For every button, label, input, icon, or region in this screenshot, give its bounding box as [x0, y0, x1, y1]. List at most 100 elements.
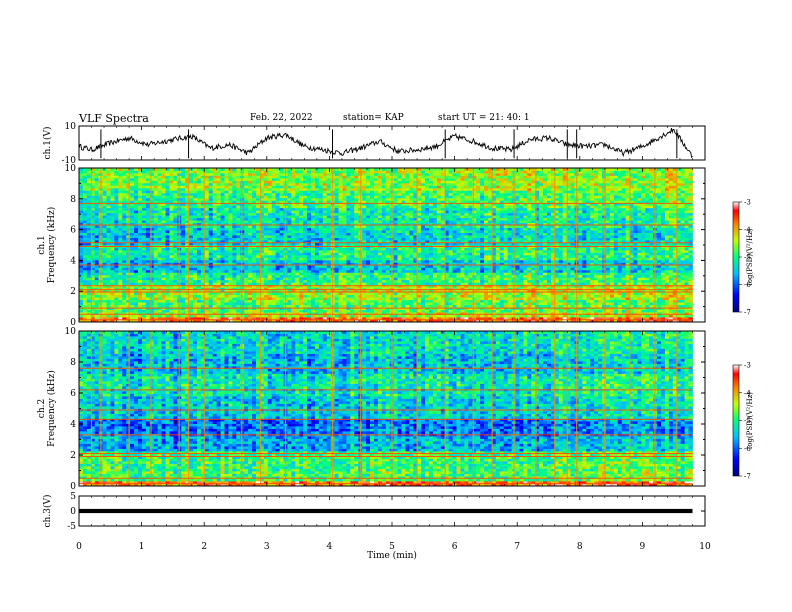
- spectrogram-cell: [232, 314, 237, 318]
- spectrogram-cell: [546, 302, 552, 306]
- spectrogram-cell: [252, 317, 257, 320]
- spectrogram-cell: [255, 282, 261, 286]
- spectrogram-cell: [519, 272, 524, 276]
- spectrogram-cell: [440, 309, 446, 313]
- spectrogram-cell: [688, 247, 693, 251]
- spectrogram-cell: [602, 259, 607, 263]
- spectrogram-cell: [204, 304, 210, 308]
- spectrogram-cell: [613, 314, 619, 318]
- spectrogram-cell: [189, 292, 194, 296]
- spectrogram-cell: [193, 302, 198, 306]
- spectrogram-cell: [570, 249, 575, 253]
- spectrogram-cell: [322, 279, 328, 283]
- spectrogram-cell: [464, 277, 469, 281]
- spectrogram-cell: [326, 282, 332, 286]
- spectrogram-cell: [590, 274, 595, 278]
- spectrogram-cell: [255, 257, 261, 261]
- spectrogram-cell: [460, 317, 465, 320]
- spectrogram-cell: [527, 252, 532, 256]
- spectrogram-cell: [232, 279, 237, 283]
- spectrogram-cell: [303, 254, 308, 258]
- spectrogram-cell: [169, 249, 174, 253]
- spectrogram-cell: [82, 269, 88, 273]
- spectrogram-cell: [661, 247, 666, 251]
- spectrogram-cell: [181, 269, 186, 273]
- spectrogram-cell: [86, 279, 92, 283]
- spectrogram-cell: [354, 309, 359, 313]
- spectrogram-cell: [82, 309, 88, 313]
- spectrogram-cell: [311, 267, 316, 271]
- spectrogram-cell: [476, 294, 481, 298]
- spectrogram-cell: [181, 247, 186, 251]
- spectrogram-cell: [338, 292, 343, 296]
- spectrogram-cell: [362, 312, 367, 315]
- spectrogram-cell: [523, 312, 528, 315]
- spectrogram-cell: [94, 292, 100, 296]
- spectrogram-cell: [338, 319, 343, 323]
- spectrogram-cell: [267, 257, 273, 261]
- spectrogram-cell: [134, 304, 139, 308]
- spectrogram-cell: [362, 247, 367, 251]
- spectrogram-cell: [299, 317, 304, 320]
- spectrogram-cell: [617, 269, 623, 273]
- spectrogram-cell: [586, 302, 591, 306]
- spectrogram-cell: [598, 292, 603, 296]
- spectrogram-cell: [680, 317, 686, 320]
- spectrogram-cell: [228, 274, 233, 278]
- spectrogram-cell: [157, 302, 162, 306]
- spectrogram-cell: [480, 254, 485, 258]
- spectrogram-cell: [149, 312, 155, 315]
- spectrogram-cell: [519, 314, 524, 318]
- spectrogram-cell: [582, 297, 587, 301]
- spectrogram-cell: [605, 282, 611, 286]
- spectrogram-cell: [287, 277, 292, 281]
- spectrogram-cell: [381, 304, 387, 308]
- spectrogram-cell: [657, 249, 662, 253]
- spectrogram-cell: [161, 317, 166, 320]
- spectrogram-cell: [590, 254, 595, 258]
- spectrogram-cell: [409, 249, 414, 253]
- spectrogram-cell: [338, 269, 343, 273]
- spectrogram-cell: [350, 257, 355, 261]
- spectrogram-cell: [145, 252, 151, 256]
- spectrogram-cell: [189, 277, 194, 281]
- spectrogram-cell: [228, 299, 233, 303]
- spectrogram-cell: [373, 272, 379, 276]
- spectrogram-cell: [590, 282, 595, 286]
- spectrogram-cell: [153, 257, 159, 261]
- spectrogram-cell: [602, 279, 607, 283]
- spectrogram-cell: [134, 252, 139, 256]
- spectrogram-cell: [436, 319, 442, 323]
- spectrogram-cell: [570, 302, 575, 306]
- spectrogram-cell: [94, 309, 100, 313]
- spectrogram-cell: [436, 259, 442, 263]
- spectrogram-cell: [271, 277, 277, 281]
- spectrogram-cell: [649, 292, 654, 296]
- spectrogram-cell: [602, 277, 607, 281]
- spectrogram-cell: [649, 317, 654, 320]
- spectrogram-cell: [633, 257, 638, 261]
- spectrogram-cell: [543, 319, 548, 323]
- spectrogram-cell: [527, 267, 532, 271]
- spectrogram-cell: [169, 312, 174, 315]
- spectrogram-cell: [621, 272, 627, 276]
- spectrogram-cell: [79, 247, 84, 251]
- spectrogram-cell: [240, 302, 245, 306]
- spectrogram-cell: [397, 272, 402, 276]
- spectrogram-cell: [244, 302, 249, 306]
- spectrogram-cell: [609, 247, 615, 251]
- spectrogram-cell: [480, 277, 485, 281]
- spectrogram-cell: [464, 269, 469, 273]
- spectrogram-cell: [350, 247, 355, 251]
- spectrogram-cell: [397, 319, 402, 323]
- spectrogram-cell: [216, 312, 221, 315]
- spectrogram-cell: [346, 304, 351, 308]
- spectrogram-cell: [114, 297, 119, 301]
- spectrogram-cell: [275, 259, 280, 263]
- spectrogram-cell: [468, 314, 473, 318]
- spectrogram-cell: [535, 309, 540, 313]
- spectrogram-cell: [468, 299, 473, 303]
- spectrogram-cell: [141, 304, 147, 308]
- spectrogram-cell: [554, 304, 560, 308]
- spectrogram-cell: [425, 279, 430, 283]
